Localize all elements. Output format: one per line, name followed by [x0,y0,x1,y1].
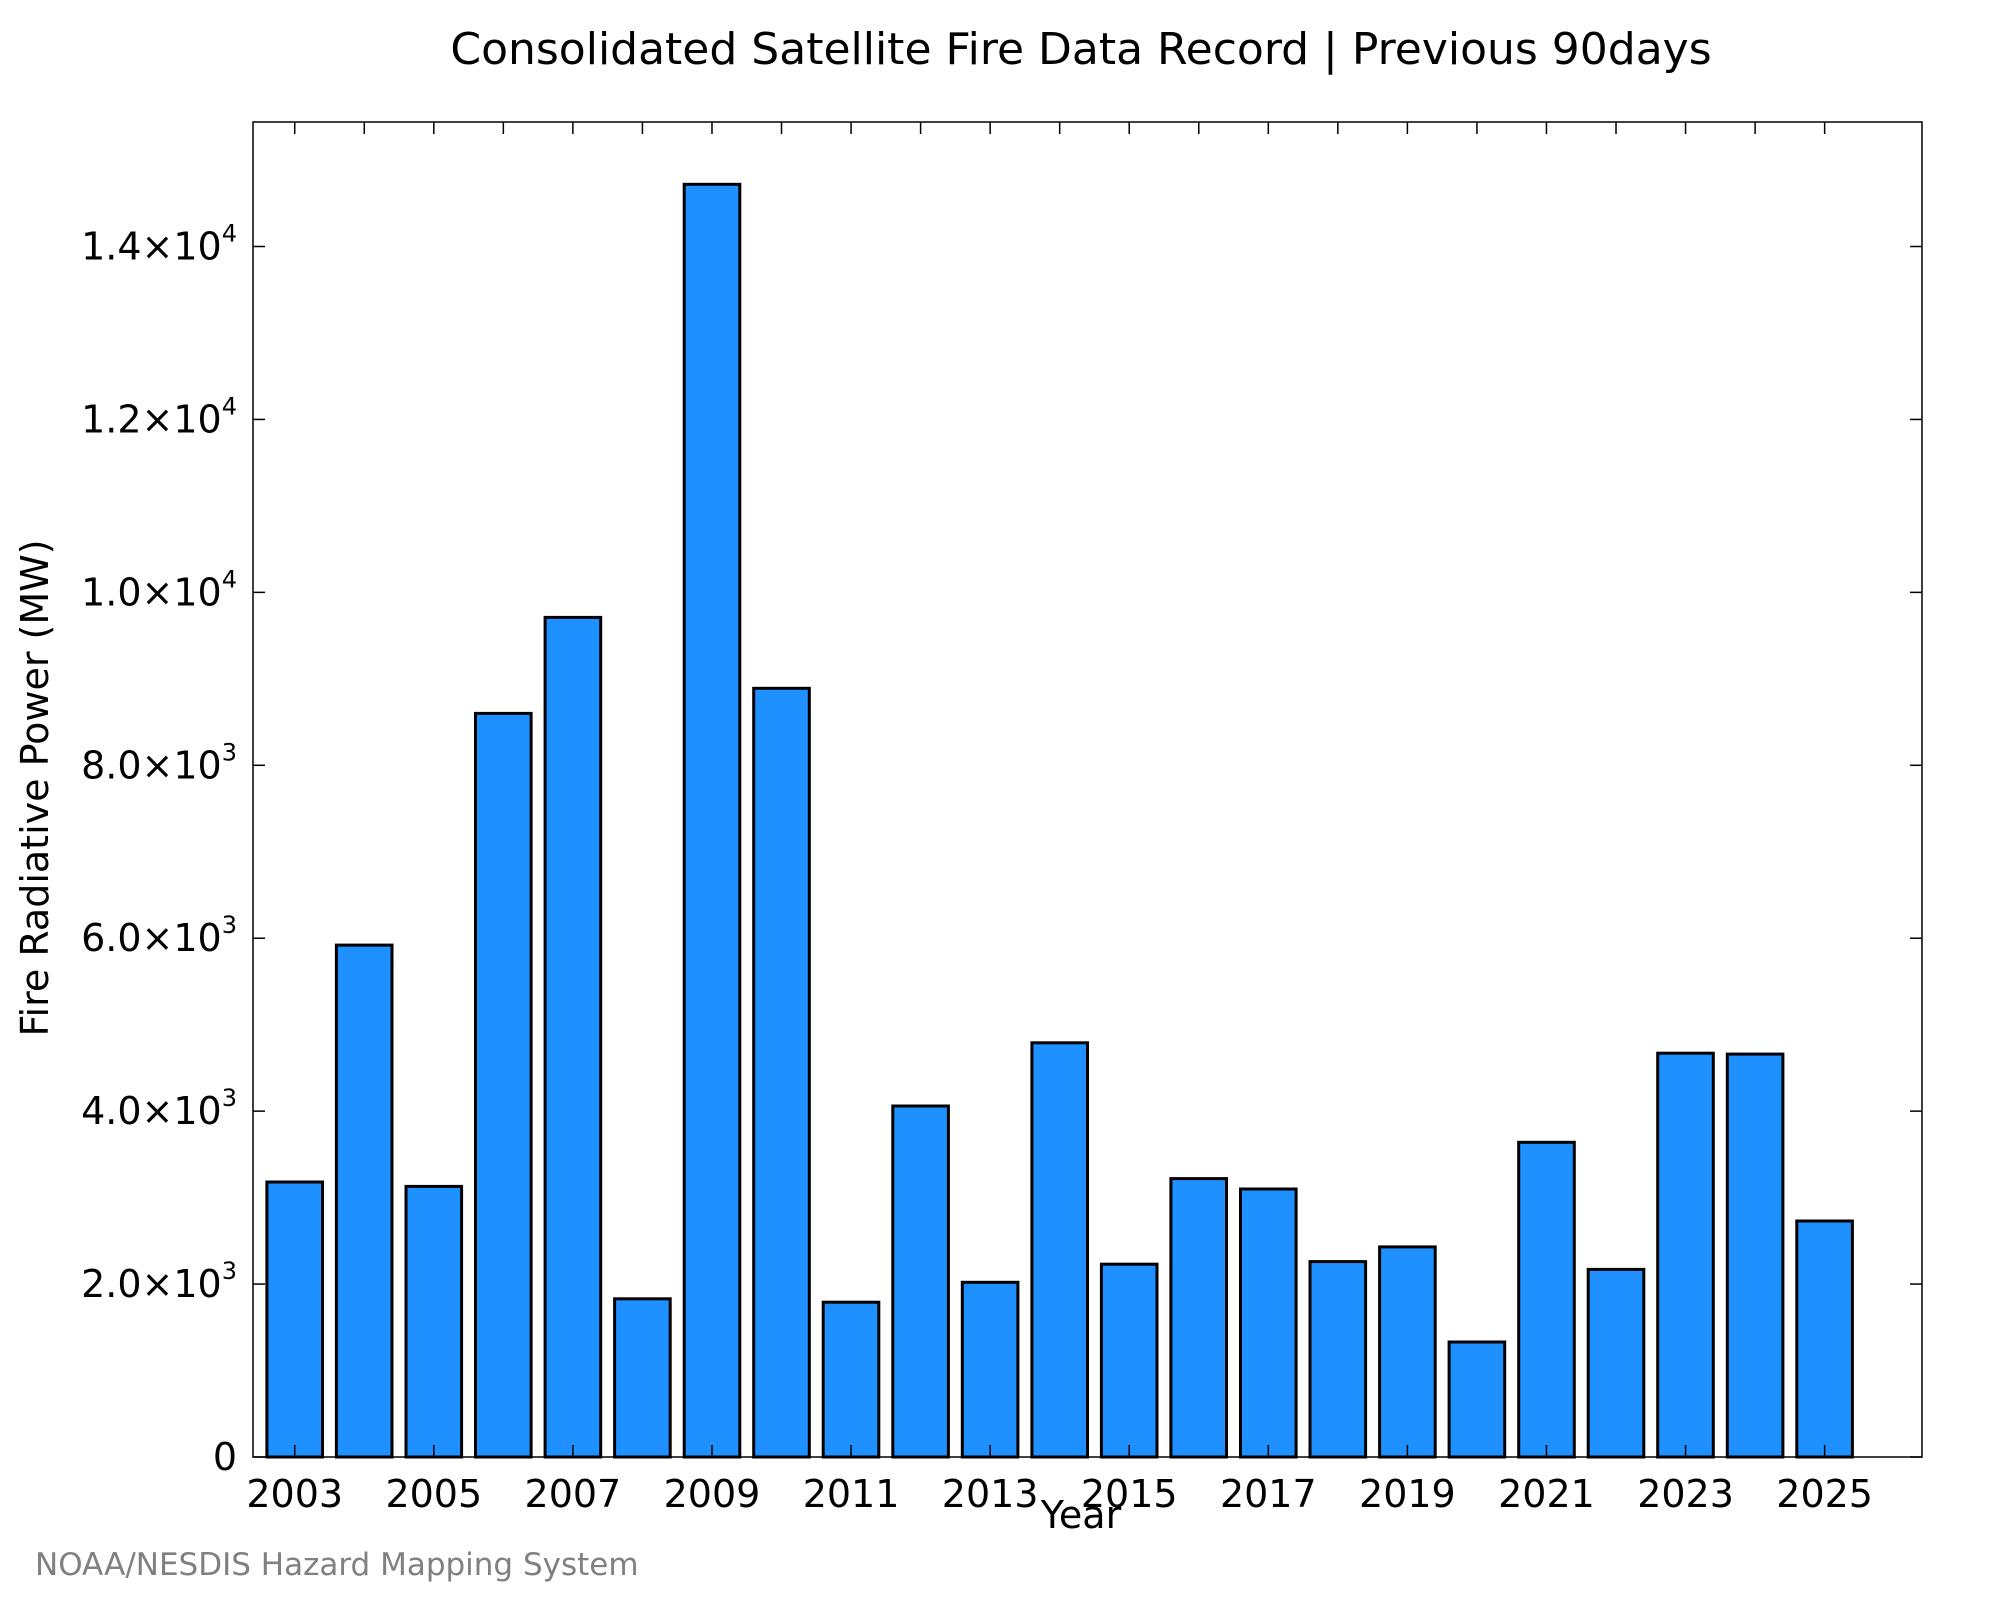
x-tick-label: 2017 [1220,1472,1317,1516]
y-tick-exponent: 3 [222,1084,237,1112]
source-note: NOAA/NESDIS Hazard Mapping System [35,1547,639,1583]
y-tick-mantissa: 4.0×10 [81,1089,222,1133]
bar-2012 [891,1104,950,1459]
y-tick-mantissa: 1.0×10 [81,570,222,614]
bar-2024 [1725,1052,1785,1459]
bar-2010 [752,686,811,1459]
bar-2021 [1517,1140,1576,1459]
y-tick-mantissa: 2.0×10 [81,1262,222,1306]
bar-series [265,182,1854,1459]
bar-2005 [404,1184,464,1459]
y-tick-mantissa: 6.0×10 [81,916,222,960]
bar-2013 [960,1280,1020,1459]
chart-title: Consolidated Satellite Fire Data Record … [450,24,1711,75]
bar-2017 [1239,1187,1298,1459]
bar-2019 [1378,1245,1437,1459]
y-tick-label: 4.0×103 [81,1084,237,1133]
y-axis: 02.0×1034.0×1036.0×1038.0×1031.0×1041.2×… [81,220,1922,1479]
x-tick-label: 2013 [942,1472,1039,1516]
bar-2020 [1447,1340,1507,1459]
x-tick-label: 2019 [1359,1472,1456,1516]
bar-2004 [334,943,394,1459]
y-tick-label: 6.0×103 [81,911,237,960]
y-tick-mantissa: 8.0×10 [81,743,222,787]
x-tick-label: 2015 [1081,1472,1178,1516]
x-tick-label: 2003 [246,1472,343,1516]
x-tick-label: 2009 [664,1472,761,1516]
x-tick-label: 2005 [385,1472,482,1516]
bar-2007 [543,615,603,1459]
y-tick-label: 2.0×103 [81,1257,237,1306]
bar-2015 [1099,1262,1159,1459]
y-tick-label: 1.2×104 [81,392,237,441]
y-tick-exponent: 3 [222,911,237,939]
x-tick-label: 2025 [1776,1472,1873,1516]
x-tick-label: 2021 [1498,1472,1595,1516]
y-tick-exponent: 4 [222,392,237,420]
y-tick-label: 8.0×103 [81,738,237,787]
y-axis-label: Fire Radiative Power (MW) [13,539,57,1036]
bar-2016 [1169,1177,1229,1459]
y-tick-exponent: 3 [222,1257,237,1285]
x-tick-label: 2023 [1637,1472,1734,1516]
bar-2025 [1795,1219,1854,1459]
x-axis-label: Year [1040,1493,1122,1537]
x-axis: 2003 2005 2007 2009 2011 2013 2015 2017 2019 2021… [246,122,1873,1516]
y-tick-label: 1.0×104 [81,565,237,614]
y-tick-exponent: 3 [222,738,237,766]
bar-2022 [1586,1267,1646,1459]
bar-2006 [474,711,533,1459]
y-tick-exponent: 4 [222,220,237,248]
y-tick-label: 0 [213,1435,237,1479]
y-tick-exponent: 4 [222,565,237,593]
bar-2003 [265,1180,324,1459]
bar-2018 [1308,1260,1368,1459]
x-tick-label: 2011 [803,1472,900,1516]
bar-2009 [682,182,742,1459]
bar-2023 [1656,1051,1715,1459]
y-tick-label: 1.4×104 [81,220,237,269]
bar-2011 [821,1300,881,1459]
x-tick-label: 2007 [525,1472,622,1516]
bar-2008 [613,1297,672,1459]
bar-2014 [1030,1041,1090,1459]
y-tick-mantissa: 1.2×10 [81,397,222,441]
y-tick-mantissa: 0 [213,1435,237,1479]
y-tick-mantissa: 1.4×10 [81,225,222,269]
